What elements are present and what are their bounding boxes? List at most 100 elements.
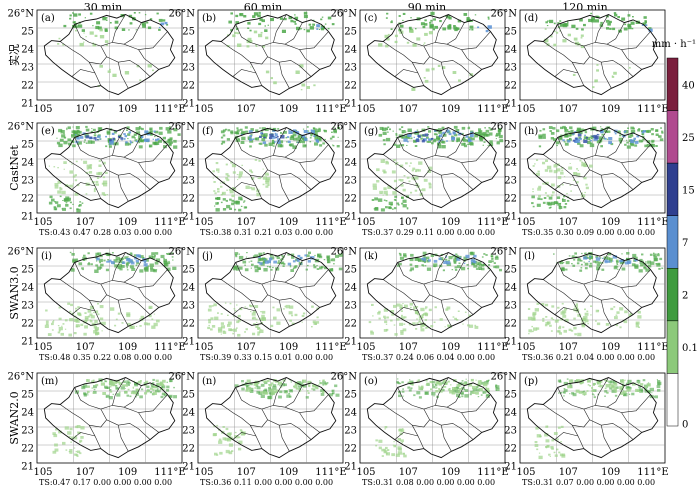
province-boundary	[43, 252, 176, 334]
lat-tick-label: 21	[504, 462, 517, 473]
lon-tick-label: 111°E	[637, 217, 668, 228]
map-panel: (p) 26°N 25 24 23 22 21 105 107 109 111°ETS:0.31 0…	[491, 372, 669, 488]
lat-tick-label: 25	[182, 265, 195, 276]
panel-label: (d)	[524, 13, 538, 24]
lon-tick-label: 111°E	[637, 342, 668, 353]
lon-tick-label: 111°E	[154, 342, 185, 353]
lon-tick-label: 111°E	[315, 342, 346, 353]
lat-tick-label: 23	[504, 63, 517, 74]
lat-tick-label: 24	[504, 45, 517, 56]
ts-score-line: TS:0.31 0.07 0.00 0.00 0.00 0.00	[522, 478, 655, 487]
lon-tick-label: 105	[194, 104, 213, 115]
lon-tick-label: 107	[399, 217, 418, 228]
lon-tick-label: 105	[194, 217, 213, 228]
map-panel: (i) 26°N 25 24 23 22 21 105 107 109 111°ETS:0.48 0…	[8, 247, 186, 363]
ts-score-line: TS:0.35 0.30 0.09 0.00 0.00 0.00	[522, 228, 655, 237]
precipitation-field	[378, 11, 492, 91]
province-boundary	[204, 377, 337, 459]
lat-tick-label: 26°N	[331, 122, 358, 133]
province-boundary	[526, 377, 659, 459]
lon-tick-label: 105	[516, 342, 535, 353]
map-panel: (b) 26°N 25 24 23 22 21 105 107 109 111°E	[169, 9, 347, 116]
lon-tick-label: 109	[279, 467, 298, 478]
lon-tick-label: 111°E	[477, 342, 508, 353]
lon-tick-label: 107	[76, 217, 95, 228]
lon-tick-label: 109	[601, 342, 620, 353]
lon-tick-label: 109	[118, 217, 137, 228]
lat-tick-label: 25	[344, 265, 357, 276]
lat-tick-label: 25	[182, 390, 195, 401]
ts-score-line: TS:0.36 0.21 0.04 0.00 0.00 0.00	[522, 353, 655, 362]
lon-tick-label: 105	[194, 342, 213, 353]
lat-tick-label: 24	[344, 45, 357, 56]
province-boundary	[526, 252, 659, 334]
lat-tick-label: 26°N	[8, 247, 35, 258]
lat-tick-label: 24	[504, 408, 517, 419]
province-boundary	[366, 252, 499, 334]
lon-tick-label: 107	[559, 104, 578, 115]
lat-tick-label: 24	[182, 283, 195, 294]
lat-tick-label: 25	[21, 140, 34, 151]
colorbar-segment	[666, 57, 679, 111]
lat-tick-label: 21	[21, 212, 34, 223]
lon-tick-label: 107	[76, 467, 95, 478]
lat-tick-label: 23	[21, 176, 34, 187]
lon-tick-label: 111°E	[154, 217, 185, 228]
lat-tick-label: 26°N	[169, 372, 196, 383]
province-boundary	[366, 127, 499, 209]
lat-tick-label: 24	[21, 408, 34, 419]
lon-tick-label: 111°E	[477, 217, 508, 228]
lat-tick-label: 24	[182, 45, 195, 56]
lat-tick-label: 24	[21, 158, 34, 169]
lat-tick-label: 21	[21, 462, 34, 473]
lat-tick-label: 24	[344, 408, 357, 419]
lat-tick-label: 21	[344, 462, 357, 473]
colorbar-unit: mm · h⁻¹	[652, 39, 696, 50]
ts-score-line: TS:0.39 0.33 0.15 0.01 0.00 0.00	[200, 353, 333, 362]
colorbar-label: 2	[682, 291, 688, 302]
colorbar-segment	[666, 268, 679, 322]
lon-tick-label: 109	[601, 467, 620, 478]
ts-score-line: TS:0.37 0.24 0.06 0.04 0.00 0.00	[362, 353, 495, 362]
ts-score-line: TS:0.37 0.29 0.11 0.00 0.00 0.00	[362, 228, 495, 237]
province-boundary	[204, 127, 337, 209]
lat-tick-label: 26°N	[8, 9, 35, 20]
precipitation-field	[226, 11, 335, 91]
lat-tick-label: 25	[504, 265, 517, 276]
lat-tick-label: 21	[182, 337, 195, 348]
lon-tick-label: 105	[194, 467, 213, 478]
lat-tick-label: 21	[504, 337, 517, 348]
lat-tick-label: 26°N	[8, 372, 35, 383]
lon-tick-label: 107	[237, 104, 256, 115]
precipitation-field	[527, 252, 664, 337]
lon-tick-label: 109	[601, 104, 620, 115]
lon-tick-label: 107	[237, 467, 256, 478]
lat-tick-label: 24	[344, 158, 357, 169]
lat-tick-label: 22	[344, 444, 357, 455]
colorbar: mm · h⁻¹ 40 25 15 7 2 0.1 0	[652, 39, 698, 430]
lat-tick-label: 24	[504, 158, 517, 169]
row-label: CastNet	[8, 145, 21, 191]
lat-tick-label: 23	[21, 63, 34, 74]
map-panel: (g) 26°N 25 24 23 22 21 105 107 109 111°ETS:0.37 0…	[331, 122, 509, 238]
lon-tick-label: 109	[118, 342, 137, 353]
lat-tick-label: 23	[182, 63, 195, 74]
lat-tick-label: 26°N	[491, 122, 518, 133]
lat-tick-label: 22	[21, 319, 34, 330]
lon-tick-label: 107	[76, 342, 95, 353]
lat-tick-label: 26°N	[8, 122, 35, 133]
lon-tick-label: 109	[279, 104, 298, 115]
lon-tick-label: 107	[399, 467, 418, 478]
lon-tick-label: 107	[237, 342, 256, 353]
lat-tick-label: 21	[504, 99, 517, 110]
precipitation-field	[207, 251, 343, 337]
colorbar-segment	[666, 162, 679, 216]
map-panel: (c) 26°N 25 24 23 22 21 105 107 109 111°E	[331, 9, 509, 116]
lon-tick-label: 105	[33, 104, 52, 115]
lat-tick-label: 22	[504, 81, 517, 92]
lat-tick-label: 22	[344, 194, 357, 205]
lat-tick-label: 21	[21, 99, 34, 110]
colorbar-segment	[666, 215, 679, 269]
lat-tick-label: 22	[182, 319, 195, 330]
